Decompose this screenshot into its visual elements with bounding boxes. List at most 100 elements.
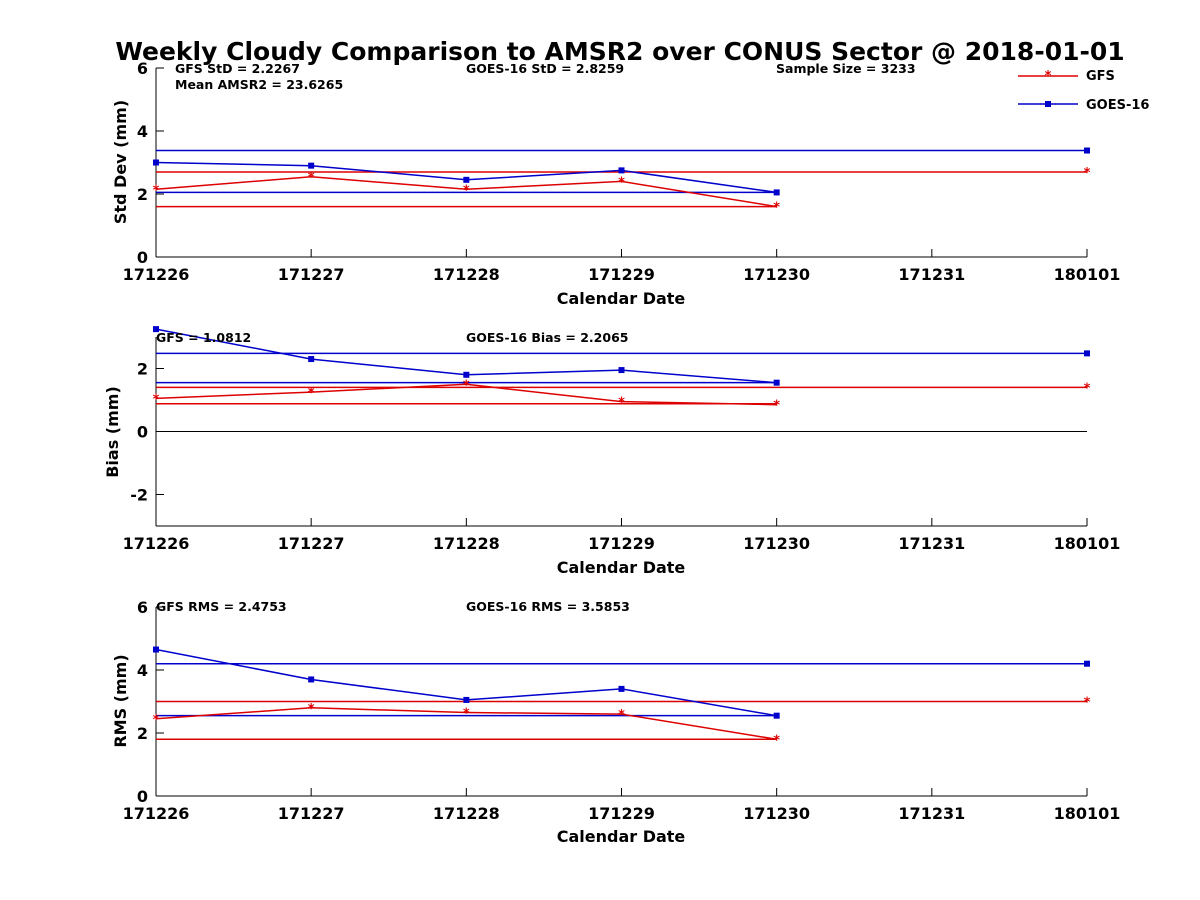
stddev-gfs-point: * (463, 183, 470, 198)
stddev-goes-point (618, 167, 625, 174)
bias-reference-marker: * (1084, 381, 1091, 396)
stddev-goes-annotation: GOES-16 StD = 2.8259 (466, 61, 624, 76)
stddev-marks: * * * * * * (153, 147, 1091, 216)
rms-xtick-label: 180101 (1054, 804, 1121, 823)
stddev-gfs-point: * (153, 183, 160, 198)
bias-ytick-label: -2 (130, 486, 148, 505)
stddev-ytick-label: 4 (137, 122, 148, 141)
stddev-sample-annotation: Sample Size = 3233 (776, 61, 916, 76)
stddev-ytick-label: 6 (137, 59, 148, 78)
rms-reference-marker (1084, 660, 1090, 667)
rms-gfs-point: * (308, 702, 315, 717)
bias-goes-point (153, 326, 159, 333)
stddev-gfs-series-line (155, 175, 777, 208)
stddev-ticks: 0 2 4 6 171226 171227 171228 171229 171230 171231… (123, 59, 1121, 284)
stddev-xtick-label: 171226 (123, 265, 190, 284)
bias-gfs-point: * (153, 392, 160, 407)
stddev-gfs-point: * (773, 201, 780, 216)
bias-gfs-point: * (463, 378, 470, 393)
rms-xtick-label: 171230 (743, 804, 810, 823)
rms-xtick-label: 171229 (588, 804, 655, 823)
legend-marker-gfs: * (1045, 69, 1052, 84)
bias-gfs-point: * (773, 399, 780, 414)
bias-xtick-label: 171230 (743, 534, 810, 553)
stddev-goes-point (463, 176, 470, 183)
rms-marks: * * * * * * (153, 646, 1091, 748)
bias-reference-marker (1084, 350, 1090, 357)
rms-goes-point (463, 696, 470, 703)
bias-ytick-label: 2 (137, 360, 148, 379)
stddev-xtick-label: 171229 (588, 265, 655, 284)
rms-gfs-annotation: GFS RMS = 2.4753 (156, 599, 287, 614)
rms-ytick-label: 4 (137, 661, 148, 680)
bias-y-label: Bias (mm) (103, 386, 122, 478)
bias-xtick-label: 171231 (898, 534, 965, 553)
stddev-y-label: Std Dev (mm) (111, 100, 130, 224)
stddev-x-label: Calendar Date (557, 289, 686, 308)
legend: * GFS GOES-16 (1018, 69, 1149, 113)
rms-gfs-point: * (153, 713, 160, 728)
rms-xtick-label: 171231 (898, 804, 965, 823)
rms-ytick-label: 2 (137, 724, 148, 743)
stddev-gfs-point: * (618, 175, 625, 190)
bias-xtick-label: 171229 (588, 534, 655, 553)
bias-xtick-label: 171227 (278, 534, 345, 553)
rms-panel: 0 2 4 6 171226 171227 171228 171229 171230 171231… (111, 598, 1120, 846)
legend-label-gfs: GFS (1086, 69, 1115, 84)
rms-goes-point (153, 646, 159, 653)
rms-ytick-label: 0 (137, 787, 148, 806)
stddev-xtick-label: 171230 (743, 265, 810, 284)
bias-goes-point (618, 367, 625, 374)
bias-goes-point (773, 379, 780, 386)
bias-gfs-annotation: GFS = 1.0812 (156, 330, 251, 345)
bias-ticks: -2 0 2 171226 171227 171228 171229 171230 171231… (123, 360, 1121, 554)
rms-xtick-label: 171228 (433, 804, 500, 823)
stddev-gfs-annotation: GFS StD = 2.2267 (175, 61, 300, 76)
bias-gfs-point: * (618, 396, 625, 411)
rms-gfs-point: * (773, 733, 780, 748)
bias-ytick-label: 0 (137, 423, 148, 442)
bias-marks: * * * * * * (153, 326, 1091, 432)
stddev-goes-point (773, 189, 780, 196)
rms-y-label: RMS (mm) (111, 654, 130, 747)
bias-xtick-label: 171226 (123, 534, 190, 553)
rms-x-label: Calendar Date (557, 827, 686, 846)
stddev-xtick-label: 171231 (898, 265, 965, 284)
rms-goes-point (773, 712, 780, 719)
rms-goes-point (618, 685, 625, 692)
rms-xtick-label: 171227 (278, 804, 345, 823)
rms-ticks: 0 2 4 6 171226 171227 171228 171229 171230 171231… (123, 598, 1121, 823)
legend-marker-goes (1045, 101, 1051, 107)
stddev-xtick-label: 171228 (433, 265, 500, 284)
stddev-panel: 0 2 4 6 171226 171227 171228 171229 171230 171231… (111, 59, 1120, 308)
bias-gfs-series-line (155, 383, 777, 406)
bias-gfs-point: * (308, 386, 315, 401)
bias-goes-annotation: GOES-16 Bias = 2.2065 (466, 330, 628, 345)
stddev-ytick-label: 2 (137, 185, 148, 204)
rms-goes-annotation: GOES-16 RMS = 3.5853 (466, 599, 630, 614)
bias-goes-point (463, 371, 470, 378)
bias-x-label: Calendar Date (557, 558, 686, 577)
stddev-xtick-label: 180101 (1054, 265, 1121, 284)
rms-gfs-point: * (618, 708, 625, 723)
rms-reference-marker: * (1084, 696, 1091, 711)
legend-label-goes: GOES-16 (1086, 98, 1149, 113)
rms-gfs-series-line (155, 707, 777, 741)
stddev-gfs-point: * (308, 171, 315, 186)
bias-panel: -2 0 2 171226 171227 171228 171229 171230 171231… (103, 326, 1120, 577)
stddev-mean-annotation: Mean AMSR2 = 23.6265 (175, 77, 343, 92)
stddev-goes-point (308, 162, 315, 169)
stddev-goes-point (153, 159, 159, 166)
bias-xtick-label: 180101 (1054, 534, 1121, 553)
bias-goes-point (308, 356, 315, 363)
rms-xtick-label: 171226 (123, 804, 190, 823)
stddev-reference-marker (1084, 147, 1090, 154)
stddev-ytick-label: 0 (137, 248, 148, 267)
rms-ytick-label: 6 (137, 598, 148, 617)
stddev-xtick-label: 171227 (278, 265, 345, 284)
stddev-reference-marker: * (1084, 166, 1091, 181)
rms-gfs-point: * (463, 707, 470, 722)
rms-goes-point (308, 676, 315, 683)
chart-title: Weekly Cloudy Comparison to AMSR2 over C… (115, 37, 1124, 66)
